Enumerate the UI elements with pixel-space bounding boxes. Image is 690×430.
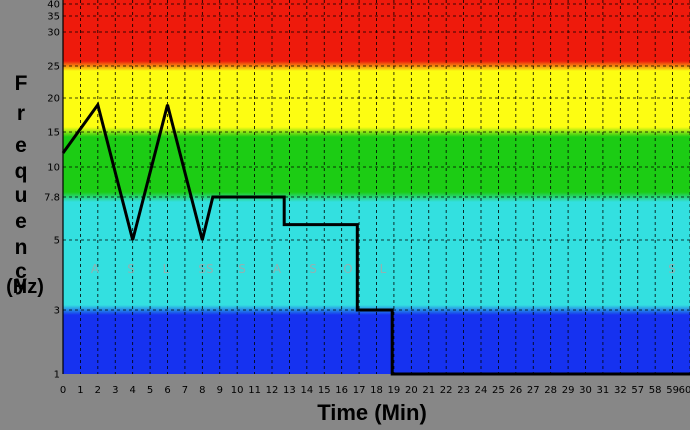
- x-tick-label: 29: [562, 385, 575, 396]
- x-tick-label: 32: [614, 385, 627, 396]
- x-tick-label: 7: [182, 385, 188, 396]
- stage-label: S: [668, 262, 676, 276]
- y-tick-label: 15: [47, 128, 60, 139]
- y-tick-label: 40: [47, 0, 60, 11]
- stage-label: S: [127, 262, 135, 276]
- y-axis-unit: (Hz): [6, 276, 44, 298]
- x-tick-label: 3: [112, 385, 118, 396]
- y-tick-label: 10: [47, 163, 60, 174]
- y-tick-label: 7.8: [44, 193, 60, 204]
- x-axis-label: Time (Min): [317, 400, 427, 425]
- x-tick-label: 23: [457, 385, 470, 396]
- stage-label: L: [163, 262, 170, 276]
- x-tick-label: 11: [248, 385, 261, 396]
- x-tick-label: 4: [129, 385, 135, 396]
- y-axis-label-letter: c: [15, 260, 27, 283]
- x-tick-label: 8: [199, 385, 205, 396]
- stage-label: L: [380, 262, 387, 276]
- y-axis-label-letter: e: [15, 134, 27, 157]
- y-tick-label: 5: [54, 236, 60, 247]
- stage-label: A: [273, 262, 282, 276]
- x-tick-label: 25: [492, 385, 505, 396]
- x-tick-label: 60: [679, 385, 690, 396]
- y-axis-label-letter: e: [15, 210, 27, 233]
- x-tick-label: 28: [544, 385, 557, 396]
- x-tick-label: 6: [164, 385, 170, 396]
- y-tick-label: 25: [47, 62, 60, 73]
- x-tick-label: 30: [579, 385, 592, 396]
- x-tick-label: 15: [318, 385, 331, 396]
- x-tick-label: 16: [335, 385, 348, 396]
- x-tick-label: 17: [353, 385, 366, 396]
- x-tick-labels: 0 1 2 3 4 5 6 7 8 9 10 11 12 13 14 15 16 17 18 19 20 21 22 23 24…: [60, 385, 690, 396]
- stage-label: O: [343, 262, 352, 276]
- x-tick-label: 12: [266, 385, 279, 396]
- x-tick-label: 57: [631, 385, 644, 396]
- y-axis-label-letter: y: [15, 272, 27, 295]
- series-line: [61, 101, 690, 376]
- y-tick-label: 30: [47, 28, 60, 39]
- y-axis-label-letter: r: [16, 102, 26, 125]
- series-group: [61, 101, 690, 376]
- y-axis-label-letter: q: [14, 160, 28, 183]
- x-tick-label: 0: [60, 385, 66, 396]
- y-axis-label-letter: u: [14, 184, 28, 207]
- y-tick-label: 20: [47, 94, 60, 105]
- stage-label: S: [309, 262, 317, 276]
- x-tick-label: 21: [422, 385, 435, 396]
- x-tick-label: 20: [405, 385, 418, 396]
- y-tick-label: 3: [54, 306, 60, 317]
- x-tick-label: 2: [95, 385, 101, 396]
- x-tick-label: 31: [597, 385, 610, 396]
- x-tick-label: 14: [300, 385, 313, 396]
- x-tick-label: 10: [231, 385, 244, 396]
- x-tick-label: 26: [509, 385, 522, 396]
- y-tick-label: 35: [47, 12, 60, 23]
- x-tick-label: 22: [440, 385, 453, 396]
- x-tick-label: 5: [147, 385, 153, 396]
- stage-label: SS: [198, 262, 213, 276]
- x-tick-label: 19: [388, 385, 401, 396]
- y-axis-label-letter: F: [14, 72, 28, 95]
- x-tick-label: 27: [527, 385, 540, 396]
- x-tick-label: 1: [77, 385, 83, 396]
- x-tick-label: 18: [370, 385, 383, 396]
- stage-label: A: [91, 262, 100, 276]
- x-tick-label: 9: [217, 385, 223, 396]
- y-axis-label-letter: n: [14, 236, 28, 259]
- x-tick-label: 59: [666, 385, 679, 396]
- gridlines: [62, 0, 690, 374]
- stage-labels: A S L SS S A S O L S: [91, 262, 676, 276]
- y-tick-label: 1: [54, 370, 60, 381]
- x-tick-label: 58: [649, 385, 662, 396]
- x-tick-label: 13: [283, 385, 296, 396]
- x-tick-label: 24: [475, 385, 488, 396]
- stage-label: S: [238, 262, 246, 276]
